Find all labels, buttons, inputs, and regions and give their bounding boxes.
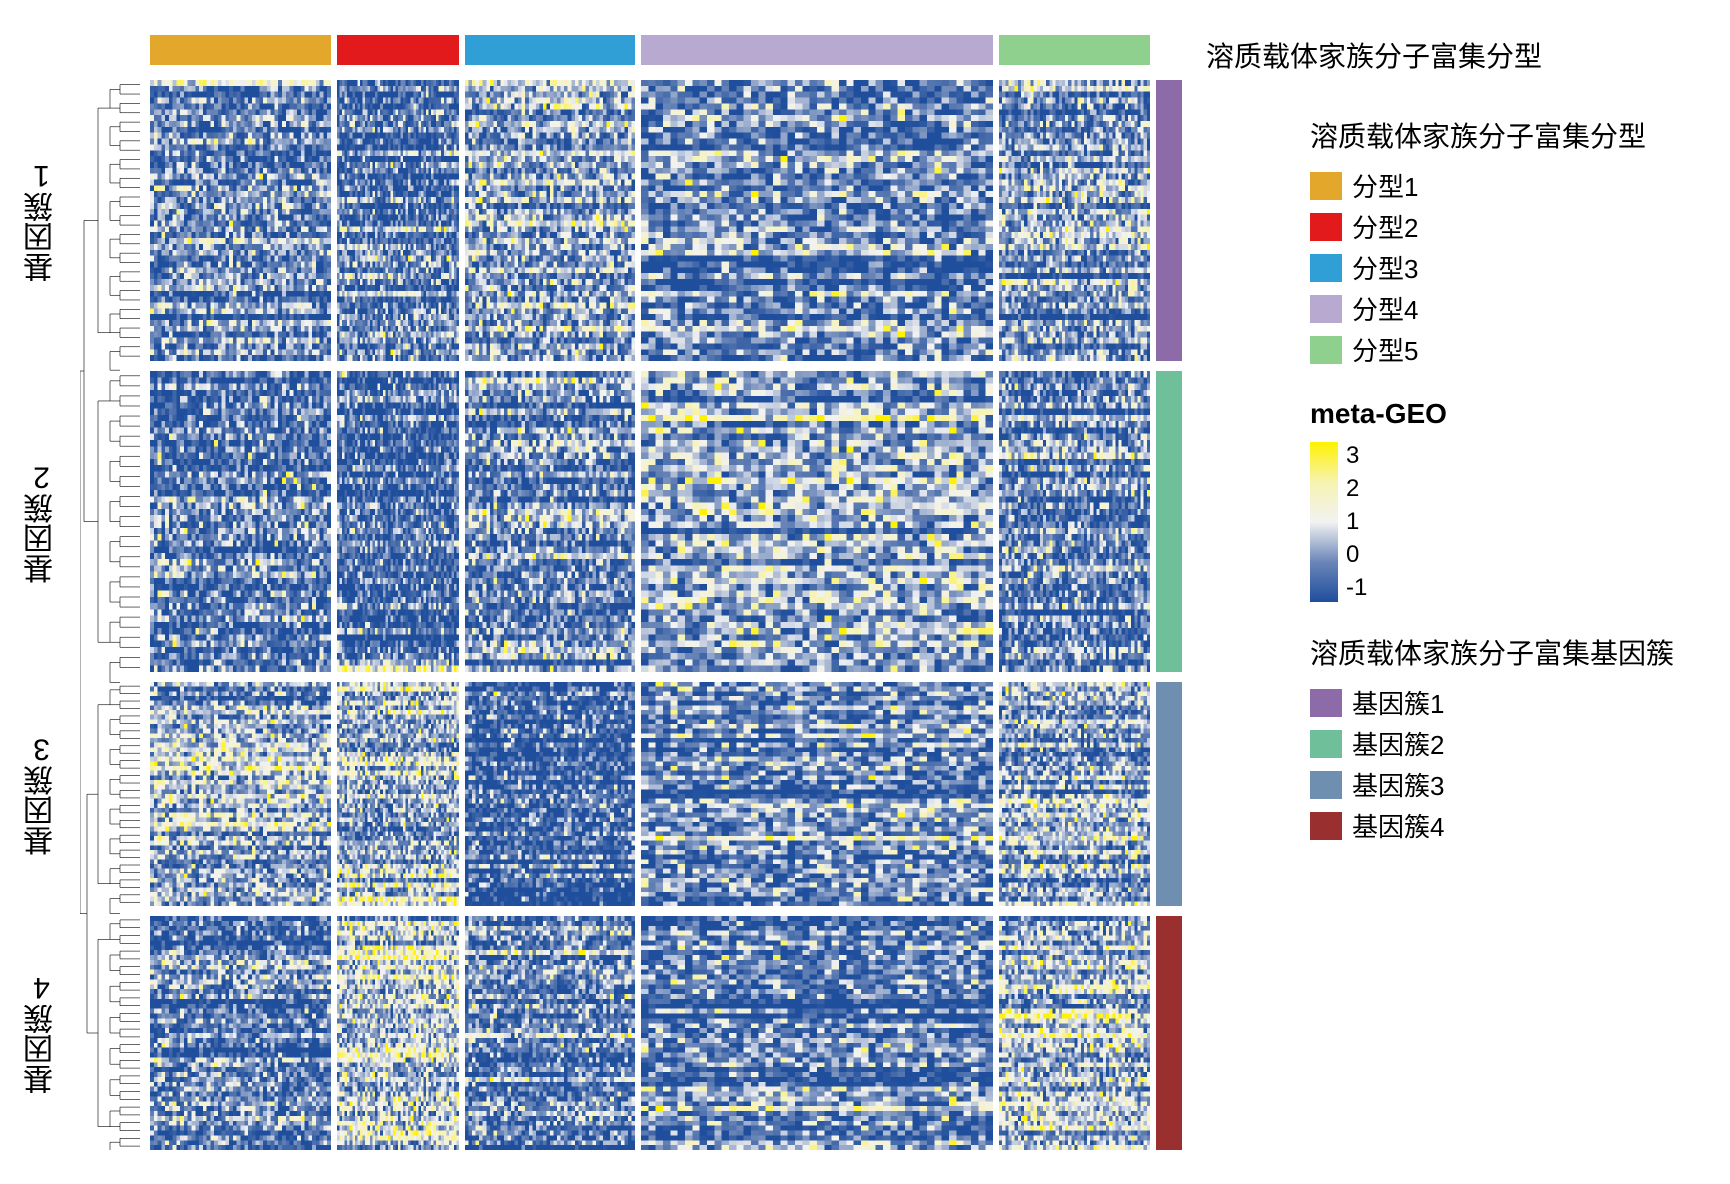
- legend-item-c2: 基因簇2: [1310, 725, 1680, 762]
- row-annotation-bar: [1156, 80, 1182, 1150]
- heat-block-c2-type5: [999, 371, 1150, 673]
- row-annot-c1: [1156, 80, 1182, 361]
- column-annotation-bar: [150, 35, 1150, 65]
- legend-title: 溶质载体家族分子富集分型: [1310, 115, 1680, 155]
- legend-tick: 1: [1346, 508, 1367, 536]
- legend-item-type1: 分型1: [1310, 167, 1680, 204]
- row-annot-c4: [1156, 916, 1182, 1150]
- legend-panel: 溶质载体家族分子富集分型分型1 分型2 分型3 分型4 分型5 meta-GEO 3 2 1 0 -…: [1310, 115, 1680, 844]
- legend-label: 分型5: [1352, 331, 1418, 368]
- legend-item-c1: 基因簇1: [1310, 684, 1680, 721]
- heatmap-grid: [150, 80, 1150, 1150]
- heat-block-c4-type2: [337, 916, 459, 1150]
- column-annotation-title: 溶质载体家族分子富集分型: [1206, 35, 1542, 75]
- legend-swatch: [1310, 254, 1342, 282]
- column-annot-type3: [465, 35, 636, 65]
- heat-block-c2-type3: [465, 371, 636, 673]
- legend-label: 分型1: [1352, 167, 1418, 204]
- legend-tick: 2: [1346, 475, 1367, 503]
- legend-swatch: [1310, 812, 1342, 840]
- heat-block-c1-type2: [337, 80, 459, 361]
- row-annot-c3: [1156, 682, 1182, 906]
- legend-tick: -1: [1346, 574, 1367, 602]
- legend-gradient-ticks: 3 2 1 0 -1: [1346, 442, 1367, 602]
- heat-block-c1-type5: [999, 80, 1150, 361]
- legend-label: 基因簇2: [1352, 725, 1444, 762]
- heat-block-c4-type5: [999, 916, 1150, 1150]
- legend-swatch: [1310, 689, 1342, 717]
- legend-tick: 3: [1346, 442, 1367, 470]
- row-label-c1: 基因簇1: [20, 80, 60, 361]
- legend-item-c3: 基因簇3: [1310, 766, 1680, 803]
- row-annot-c2: [1156, 371, 1182, 673]
- legend-tick: 0: [1346, 541, 1367, 569]
- heat-block-c1-type3: [465, 80, 636, 361]
- heat-block-c3-type5: [999, 682, 1150, 906]
- heat-block-c4-type4: [641, 916, 992, 1150]
- legend-label: 基因簇4: [1352, 807, 1444, 844]
- legend-colorscale-title: meta-GEO: [1310, 398, 1680, 430]
- legend-label: 分型2: [1352, 208, 1418, 245]
- heat-block-c4-type3: [465, 916, 636, 1150]
- legend-item-type2: 分型2: [1310, 208, 1680, 245]
- row-label-c2: 基因簇2: [20, 371, 60, 673]
- heat-block-c3-type3: [465, 682, 636, 906]
- legend-item-type3: 分型3: [1310, 249, 1680, 286]
- heat-block-c1-type4: [641, 80, 992, 361]
- heat-block-c3-type2: [337, 682, 459, 906]
- heat-block-c2-type1: [150, 371, 331, 673]
- legend-gradient-bar: [1310, 442, 1338, 602]
- heat-block-c4-type1: [150, 916, 331, 1150]
- legend-label: 基因簇1: [1352, 684, 1444, 721]
- legend-swatch: [1310, 213, 1342, 241]
- heat-block-c2-type2: [337, 371, 459, 673]
- legend-swatch: [1310, 771, 1342, 799]
- legend-swatch: [1310, 295, 1342, 323]
- column-annot-type2: [337, 35, 459, 65]
- legend-label: 分型4: [1352, 290, 1418, 327]
- heat-block-c3-type4: [641, 682, 992, 906]
- legend-section-colorscale: meta-GEO 3 2 1 0 -1: [1310, 398, 1680, 602]
- legend-section: 溶质载体家族分子富集分型分型1 分型2 分型3 分型4 分型5: [1310, 115, 1680, 368]
- row-dendrogram: [80, 80, 140, 1150]
- legend-swatch: [1310, 730, 1342, 758]
- row-label-c4: 基因簇4: [20, 916, 60, 1150]
- legend-item-c4: 基因簇4: [1310, 807, 1680, 844]
- legend-item-type5: 分型5: [1310, 331, 1680, 368]
- legend-swatch: [1310, 172, 1342, 200]
- heat-block-c2-type4: [641, 371, 992, 673]
- legend-item-type4: 分型4: [1310, 290, 1680, 327]
- heat-block-c3-type1: [150, 682, 331, 906]
- legend-label: 分型3: [1352, 249, 1418, 286]
- legend-title: 溶质载体家族分子富集基因簇: [1310, 632, 1680, 672]
- heatmap-figure: 基因簇1 基因簇2 基因簇3 基因簇4 溶质载体家族分子富集分型 溶质载体家族分子富集…: [20, 20, 1710, 1164]
- column-annot-type1: [150, 35, 331, 65]
- legend-swatch: [1310, 336, 1342, 364]
- legend-section: 溶质载体家族分子富集基因簇基因簇1 基因簇2 基因簇3 基因簇4: [1310, 632, 1680, 844]
- row-label-c3: 基因簇3: [20, 682, 60, 906]
- column-annot-type5: [999, 35, 1150, 65]
- heat-block-c1-type1: [150, 80, 331, 361]
- legend-label: 基因簇3: [1352, 766, 1444, 803]
- column-annot-type4: [641, 35, 992, 65]
